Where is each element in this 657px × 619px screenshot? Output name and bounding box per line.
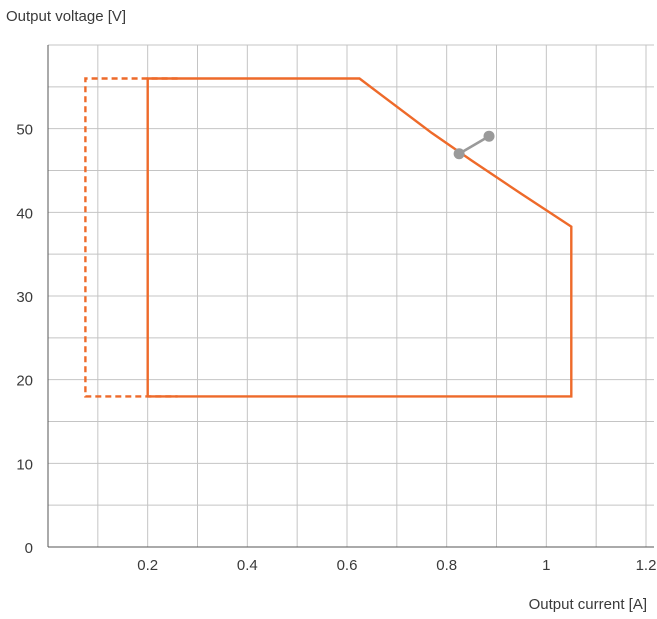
x-tick-labels: 0.2 0.4 0.6 0.8 1 1.2 <box>137 557 656 574</box>
y-tick-label: 20 <box>16 373 33 390</box>
x-tick-label: 0.8 <box>436 557 457 574</box>
y-tick-label: 10 <box>16 456 33 473</box>
operating-range-dashed-line <box>84 77 178 398</box>
x-tick-label: 1.2 <box>636 557 657 574</box>
series-layer <box>84 77 573 398</box>
y-tick-label: 0 <box>25 540 33 557</box>
y-tick-labels: 0 10 20 30 40 50 <box>16 122 33 557</box>
x-tick-label: 1 <box>542 557 550 574</box>
operating-range-solid-line <box>146 77 573 398</box>
marker-point <box>483 130 495 142</box>
y-axis-label: Output voltage [V] <box>6 8 127 25</box>
x-tick-label: 0.2 <box>137 557 158 574</box>
y-tick-label: 50 <box>16 122 33 139</box>
x-axis-label: Output current [A] <box>528 596 647 613</box>
axes <box>47 45 654 548</box>
y-tick-label: 40 <box>16 205 33 222</box>
marker-connector-line <box>458 135 490 155</box>
marker-point <box>453 148 465 160</box>
x-tick-label: 0.6 <box>337 557 358 574</box>
grid <box>48 44 654 547</box>
y-tick-label: 30 <box>16 289 33 306</box>
x-tick-label: 0.4 <box>237 557 258 574</box>
